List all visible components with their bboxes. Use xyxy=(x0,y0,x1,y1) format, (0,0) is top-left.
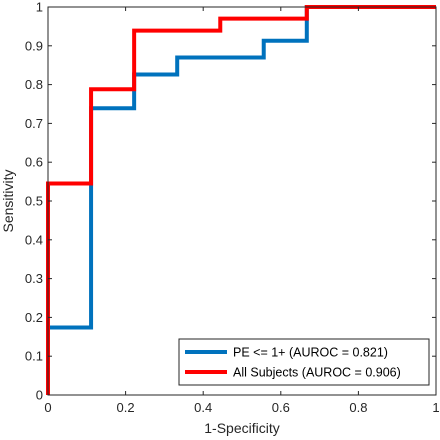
y-tick-label: 0.8 xyxy=(25,77,43,92)
series-layer xyxy=(46,5,436,395)
plot-area: 0 0.2 0.4 0.6 0.8 1 0 0.1 0.2 0.3 0.4 0.5 0.6 0.7 0.8 0… xyxy=(25,0,440,415)
x-tick-label: 0.2 xyxy=(117,400,135,415)
y-tick-label: 1 xyxy=(36,0,43,15)
y-tick-label: 0.6 xyxy=(25,155,43,170)
x-tick-label: 0.4 xyxy=(194,400,212,415)
x-tick-label: 0.6 xyxy=(272,400,290,415)
y-tick-label: 0.3 xyxy=(25,271,43,286)
legend-box xyxy=(178,338,430,386)
y-tick-label: 0.5 xyxy=(25,194,43,209)
y-tick-label: 0.9 xyxy=(25,38,43,53)
y-tick-label: 0.1 xyxy=(25,349,43,364)
x-axis-label: 1-Specificity xyxy=(204,420,279,436)
y-tick-label: 0 xyxy=(36,388,43,403)
y-tick-label: 0.7 xyxy=(25,116,43,131)
x-tick-label: 0 xyxy=(44,400,51,415)
plot-background xyxy=(48,7,436,395)
series-line-1 xyxy=(46,5,436,395)
legend-label-series-1: PE <= 1+ (AUROC = 0.821) xyxy=(233,346,388,360)
legend: PE <= 1+ (AUROC = 0.821) All Subjects (A… xyxy=(178,338,430,386)
y-tick-label: 0.2 xyxy=(25,310,43,325)
x-tick-label: 0.8 xyxy=(349,400,367,415)
y-axis-label: Sensitivity xyxy=(0,169,16,232)
tick-layer: 0 0.2 0.4 0.6 0.8 1 0 0.1 0.2 0.3 0.4 0.5 0.6 0.7 0.8 0… xyxy=(25,0,440,415)
x-tick-label: 1 xyxy=(432,400,439,415)
y-tick-label: 0.4 xyxy=(25,232,43,247)
legend-label-series-2: All Subjects (AUROC = 0.906) xyxy=(233,366,401,380)
series-line-2 xyxy=(46,5,436,395)
